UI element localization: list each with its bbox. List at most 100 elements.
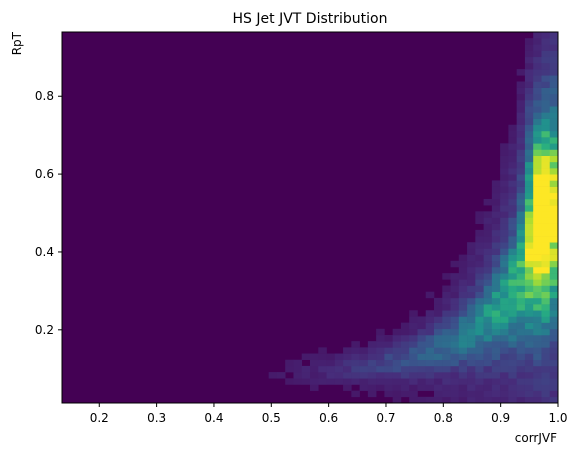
heatmap-cell <box>417 347 427 354</box>
heatmap-cell <box>434 334 443 342</box>
heatmap-cell <box>541 229 551 237</box>
heatmap-cell <box>500 223 509 231</box>
heatmap-cell <box>549 347 559 354</box>
heatmap-cell <box>508 192 517 200</box>
heatmap-cell <box>442 322 451 330</box>
heatmap-cell <box>483 304 493 311</box>
heatmap-cell <box>516 143 526 150</box>
heatmap-cell <box>549 69 559 76</box>
heatmap-cell <box>475 229 484 237</box>
heatmap-cell <box>467 254 476 262</box>
heatmap-cell <box>434 365 443 373</box>
heatmap-cell <box>508 254 517 262</box>
heatmap-cell <box>541 378 551 385</box>
heatmap-cell <box>516 390 526 398</box>
heatmap-cell <box>508 223 517 231</box>
heatmap-cell <box>384 372 393 379</box>
heatmap-cell <box>491 353 501 361</box>
heatmap-cell <box>533 334 542 342</box>
heatmap-cell <box>541 112 551 119</box>
heatmap-cell <box>541 192 551 200</box>
heatmap-cell <box>450 334 460 342</box>
heatmap-cell <box>508 198 517 206</box>
heatmap-cell <box>533 143 542 150</box>
heatmap-cell <box>524 236 534 243</box>
heatmap-cell <box>301 372 311 379</box>
heatmap-cell <box>276 372 286 379</box>
heatmap-cell <box>450 384 460 391</box>
heatmap-cell <box>442 378 451 385</box>
heatmap-cell <box>516 266 526 274</box>
heatmap-cell <box>458 310 468 317</box>
heatmap-cell <box>549 161 559 169</box>
heatmap-cell <box>516 378 526 385</box>
heatmap-cell <box>549 297 559 305</box>
heatmap-cell <box>458 285 468 292</box>
heatmap-cell <box>524 359 534 367</box>
heatmap-cell <box>516 168 526 175</box>
heatmap-cell <box>384 390 393 398</box>
heatmap-cell <box>541 279 551 286</box>
heatmap-cell <box>301 353 311 361</box>
heatmap-cell <box>367 353 377 361</box>
heatmap-cell <box>384 378 393 385</box>
heatmap-cell <box>541 372 551 379</box>
heatmap-cell <box>516 260 526 268</box>
heatmap-cell <box>450 291 460 299</box>
heatmap-cell <box>367 347 377 354</box>
heatmap-cell <box>491 236 501 243</box>
heatmap-cell <box>442 334 451 342</box>
heatmap-cell <box>508 161 517 169</box>
heatmap-cell <box>475 334 484 342</box>
heatmap-cell <box>541 56 551 64</box>
heatmap-cell <box>516 384 526 391</box>
heatmap-cell <box>450 390 460 398</box>
heatmap-cell <box>475 279 484 286</box>
heatmap-cell <box>483 353 493 361</box>
heatmap-cell <box>417 396 427 404</box>
heatmap-cell <box>400 372 410 379</box>
heatmap-cell <box>450 328 460 336</box>
heatmap-cell <box>549 384 559 391</box>
heatmap-cell <box>450 359 460 367</box>
heatmap-cell <box>524 168 534 175</box>
heatmap-cell <box>516 334 526 342</box>
heatmap-cell <box>442 353 451 361</box>
heatmap-cell <box>541 174 551 181</box>
heatmap-cell <box>549 273 559 280</box>
heatmap-cell <box>475 359 484 367</box>
heatmap-cell <box>533 341 542 348</box>
heatmap-cell <box>500 378 509 385</box>
heatmap-cell <box>541 310 551 317</box>
heatmap-cell <box>442 384 451 391</box>
heatmap-cell <box>491 279 501 286</box>
heatmap-cell <box>483 378 493 385</box>
heatmap-cell <box>500 322 509 330</box>
heatmap-cell <box>549 56 559 64</box>
heatmap-cell <box>516 328 526 336</box>
heatmap-cell <box>491 372 501 379</box>
heatmap-cell <box>541 32 551 39</box>
heatmap-cell <box>549 266 559 274</box>
chart-title: HS Jet JVT Distribution <box>233 11 388 27</box>
heatmap-cell <box>326 378 336 385</box>
heatmap-cell <box>442 310 451 317</box>
heatmap-cell <box>491 266 501 274</box>
heatmap-cell <box>524 273 534 280</box>
heatmap-cell <box>524 365 534 373</box>
heatmap-cell <box>541 266 551 274</box>
heatmap-cell <box>475 384 484 391</box>
heatmap-cell <box>483 384 493 391</box>
heatmap-cell <box>541 236 551 243</box>
heatmap-cell <box>541 124 551 132</box>
heatmap-cell <box>409 353 418 361</box>
heatmap-cell <box>524 279 534 286</box>
heatmap-cell <box>343 384 352 391</box>
heatmap-cell <box>318 365 327 373</box>
heatmap-cell <box>541 347 551 354</box>
heatmap-cell <box>491 248 501 255</box>
heatmap-cell <box>500 390 509 398</box>
heatmap-cell <box>524 75 534 82</box>
heatmap-cell <box>425 322 435 330</box>
heatmap-cell <box>417 322 427 330</box>
